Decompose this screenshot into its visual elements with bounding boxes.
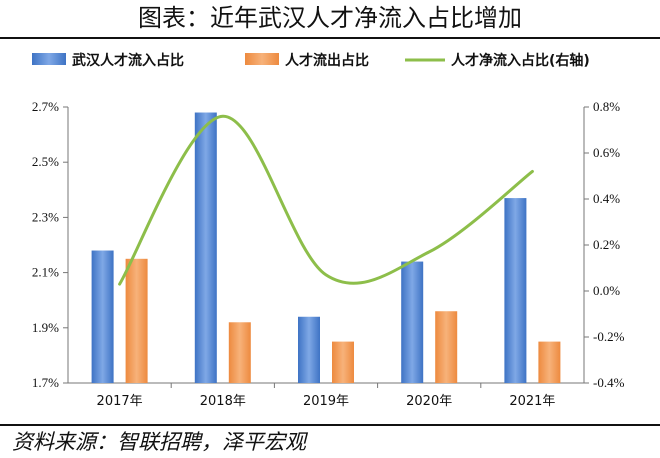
left-tick-label: 2.3% xyxy=(32,209,59,224)
x-tick-label: 2019年 xyxy=(303,394,349,409)
right-tick-label: -0.4% xyxy=(593,375,625,390)
outflow-bar xyxy=(435,311,458,383)
x-tick-label: 2020年 xyxy=(406,394,452,409)
left-tick-label: 1.9% xyxy=(32,320,59,335)
x-tick-label: 2017年 xyxy=(97,394,143,409)
legend-swatch xyxy=(32,53,66,65)
right-tick-label: 0.8% xyxy=(593,99,620,114)
legend-label: 人才净流入占比(右轴) xyxy=(451,52,590,69)
footer-divider xyxy=(0,424,660,426)
title-divider xyxy=(0,37,660,39)
legend-swatch xyxy=(245,53,279,65)
page-title: 图表：近年武汉人才净流入占比增加 xyxy=(138,4,522,32)
chart: 武汉人才流入占比 人才流出占比 人才净流入占比(右轴) 1.7% 1.9% 2.1% 2.… xyxy=(32,52,625,409)
legend-label: 武汉人才流入占比 xyxy=(72,52,184,69)
x-tick-label: 2021年 xyxy=(509,394,555,409)
right-tick-label: 0.4% xyxy=(593,191,620,206)
line-series xyxy=(118,114,534,286)
inflow-bar xyxy=(91,250,114,383)
x-tick-label: 2018年 xyxy=(200,394,246,409)
source-note: 资料来源：智联招聘，泽平宏观 xyxy=(12,430,306,454)
left-tick-label: 2.5% xyxy=(32,154,59,169)
axes: 1.7% 1.9% 2.1% 2.3% 2.5% 2.7% -0.4% -0.2% 0.0% 0.… xyxy=(32,99,625,409)
inflow-bar xyxy=(298,316,320,383)
outflow-bar xyxy=(538,341,561,383)
legend-label: 人才流出占比 xyxy=(285,52,369,69)
right-tick-label: 0.2% xyxy=(593,237,620,252)
left-tick-label: 2.7% xyxy=(32,99,59,114)
right-tick-label: 0.0% xyxy=(593,283,620,298)
legend: 武汉人才流入占比 人才流出占比 人才净流入占比(右轴) xyxy=(32,52,590,69)
left-tick-label: 2.1% xyxy=(32,265,59,280)
inflow-bar xyxy=(401,261,424,383)
bars xyxy=(91,112,561,384)
outflow-bar xyxy=(332,341,354,383)
outflow-bar xyxy=(125,258,148,383)
net-inflow-line xyxy=(118,114,534,286)
outflow-bar xyxy=(228,322,251,383)
right-tick-label: -0.2% xyxy=(593,329,625,344)
right-tick-label: 0.6% xyxy=(593,145,620,160)
inflow-bar xyxy=(504,198,527,383)
inflow-bar xyxy=(194,112,217,384)
left-tick-label: 1.7% xyxy=(32,375,59,390)
